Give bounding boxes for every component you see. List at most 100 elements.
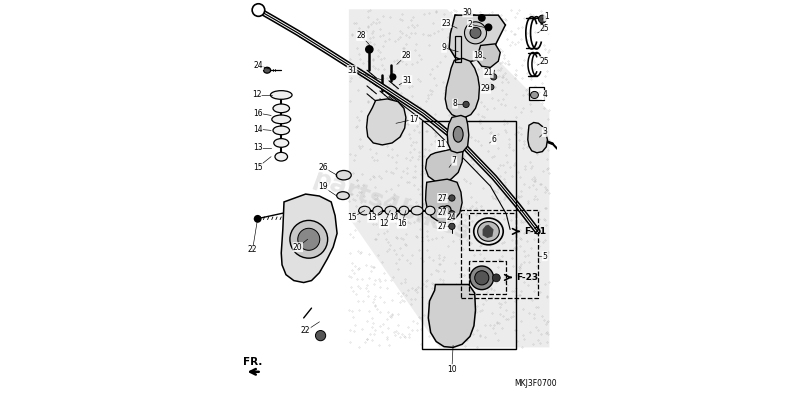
Text: 27: 27 <box>438 194 447 202</box>
Polygon shape <box>426 179 462 223</box>
Bar <box>469 213 516 250</box>
Text: 18: 18 <box>473 51 482 60</box>
Text: 4: 4 <box>542 90 547 99</box>
Text: 28: 28 <box>357 32 366 40</box>
Polygon shape <box>366 99 406 145</box>
Ellipse shape <box>385 206 397 215</box>
Text: 10: 10 <box>447 365 457 373</box>
Ellipse shape <box>273 126 290 135</box>
Ellipse shape <box>443 206 451 215</box>
Text: 13: 13 <box>253 143 262 152</box>
Circle shape <box>490 74 497 80</box>
Text: 12: 12 <box>252 90 262 99</box>
Polygon shape <box>446 58 479 117</box>
Circle shape <box>485 23 493 31</box>
Ellipse shape <box>358 206 370 215</box>
Text: 31: 31 <box>402 76 412 84</box>
Polygon shape <box>349 9 550 347</box>
Text: 1: 1 <box>544 12 549 21</box>
Text: 16: 16 <box>253 109 262 118</box>
Text: 23: 23 <box>442 19 451 27</box>
Circle shape <box>254 215 262 223</box>
Text: MKJ3F0700: MKJ3F0700 <box>514 379 557 388</box>
Text: 8: 8 <box>453 99 458 108</box>
Circle shape <box>463 101 470 108</box>
Text: 19: 19 <box>318 183 328 192</box>
Text: F-23: F-23 <box>516 273 538 282</box>
Polygon shape <box>528 122 547 153</box>
Ellipse shape <box>270 91 292 99</box>
Polygon shape <box>447 115 469 153</box>
Polygon shape <box>482 225 494 238</box>
Circle shape <box>449 195 455 201</box>
Ellipse shape <box>263 67 270 73</box>
Text: 17: 17 <box>409 115 418 124</box>
Text: 2: 2 <box>468 20 472 29</box>
Circle shape <box>252 4 265 16</box>
Bar <box>529 87 544 101</box>
Ellipse shape <box>337 192 350 200</box>
Polygon shape <box>282 194 337 282</box>
Text: 21: 21 <box>484 69 494 78</box>
Bar <box>461 210 538 298</box>
Ellipse shape <box>478 222 499 241</box>
Text: 25: 25 <box>540 57 550 66</box>
Ellipse shape <box>438 206 449 215</box>
Text: 16: 16 <box>397 219 406 228</box>
Bar <box>422 120 516 349</box>
Text: 7: 7 <box>452 156 457 165</box>
Circle shape <box>493 274 500 282</box>
Text: 22: 22 <box>301 326 310 335</box>
Circle shape <box>298 228 320 250</box>
Text: 15: 15 <box>347 213 357 222</box>
Circle shape <box>390 73 397 80</box>
Text: 6: 6 <box>491 135 496 144</box>
Text: FR.: FR. <box>243 357 262 367</box>
Text: 20: 20 <box>293 243 302 251</box>
Bar <box>469 261 506 294</box>
Polygon shape <box>449 15 506 62</box>
Text: 24: 24 <box>254 61 263 70</box>
Ellipse shape <box>454 126 463 142</box>
Text: 25: 25 <box>540 25 550 33</box>
Circle shape <box>449 211 455 217</box>
Circle shape <box>478 14 486 22</box>
Circle shape <box>449 223 455 229</box>
Text: 13: 13 <box>368 213 378 222</box>
Ellipse shape <box>474 218 503 245</box>
Text: 27: 27 <box>438 222 447 231</box>
Text: 3: 3 <box>542 128 547 137</box>
Ellipse shape <box>426 206 435 215</box>
Circle shape <box>315 331 326 341</box>
Text: 28: 28 <box>401 51 410 60</box>
Ellipse shape <box>273 104 290 113</box>
Text: 14: 14 <box>253 125 262 134</box>
Ellipse shape <box>530 91 538 99</box>
Ellipse shape <box>373 206 382 215</box>
Circle shape <box>470 27 481 38</box>
Text: 30: 30 <box>462 8 473 17</box>
Circle shape <box>465 22 486 44</box>
Bar <box>455 36 462 62</box>
Text: 5: 5 <box>542 252 547 261</box>
Text: 12: 12 <box>379 219 389 228</box>
Text: parts4bikes: parts4bikes <box>310 166 474 246</box>
Ellipse shape <box>275 152 287 161</box>
Text: 27: 27 <box>438 208 447 217</box>
Circle shape <box>365 45 374 54</box>
Ellipse shape <box>336 170 351 180</box>
Text: 26: 26 <box>318 163 328 172</box>
Ellipse shape <box>411 206 423 215</box>
Circle shape <box>290 221 328 258</box>
Polygon shape <box>426 149 463 182</box>
Circle shape <box>489 84 494 90</box>
Text: 24: 24 <box>446 213 456 222</box>
Text: 9: 9 <box>442 43 446 52</box>
Text: 11: 11 <box>437 141 446 149</box>
Text: 14: 14 <box>390 213 399 222</box>
Ellipse shape <box>399 206 409 215</box>
Polygon shape <box>428 284 475 347</box>
Circle shape <box>474 271 489 285</box>
Polygon shape <box>477 44 500 67</box>
Text: 15: 15 <box>253 163 262 172</box>
